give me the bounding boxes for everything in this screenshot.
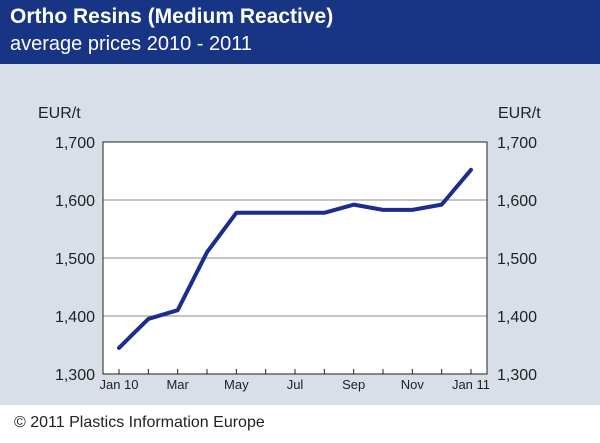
x-tick-label: May — [224, 377, 249, 392]
y-tick-label-right: 1,600 — [497, 193, 537, 210]
chart-subtitle: average prices 2010 - 2011 — [10, 33, 253, 55]
x-tick-label: Mar — [166, 377, 189, 392]
y-tick-label-right: 1,500 — [497, 251, 537, 268]
series-layer — [117, 167, 473, 350]
chart-header: Ortho Resins (Medium Reactive) average p… — [0, 0, 600, 64]
y-tick-label-left: 1,500 — [55, 251, 95, 268]
y-tick-label-right: 1,700 — [497, 135, 537, 152]
y-axis-label-right: EUR/t — [498, 105, 541, 122]
y-tick-label-left: 1,400 — [55, 309, 95, 326]
y-axis-label-left: EUR/t — [38, 105, 81, 122]
tick-layer — [118, 369, 472, 374]
grid-layer — [103, 142, 487, 374]
x-tick-label: Jul — [287, 377, 304, 392]
footer: © 2011 Plastics Information Europe — [0, 405, 600, 443]
x-tick-label: Nov — [401, 377, 425, 392]
x-tick-label: Jan 10 — [99, 377, 138, 392]
line-chart: 1,300 1,300 1,400 1,400 1,500 1,500 1,600 1,600… — [38, 105, 541, 392]
y-tick-label-right: 1,300 — [497, 367, 537, 384]
x-tick-label: Jan 11 — [452, 377, 490, 392]
chart-title: Ortho Resins (Medium Reactive) — [10, 5, 334, 28]
y-tick-label-left: 1,300 — [55, 367, 95, 384]
x-tick-label: Sep — [342, 377, 365, 392]
y-tick-label-right: 1,400 — [497, 309, 537, 326]
copyright-text: © 2011 Plastics Information Europe — [14, 414, 265, 431]
y-tick-label-left: 1,700 — [55, 135, 95, 152]
y-tick-label-left: 1,600 — [55, 193, 95, 210]
label-layer: 1,300 1,300 1,400 1,400 1,500 1,500 1,600 1,600… — [55, 135, 537, 392]
